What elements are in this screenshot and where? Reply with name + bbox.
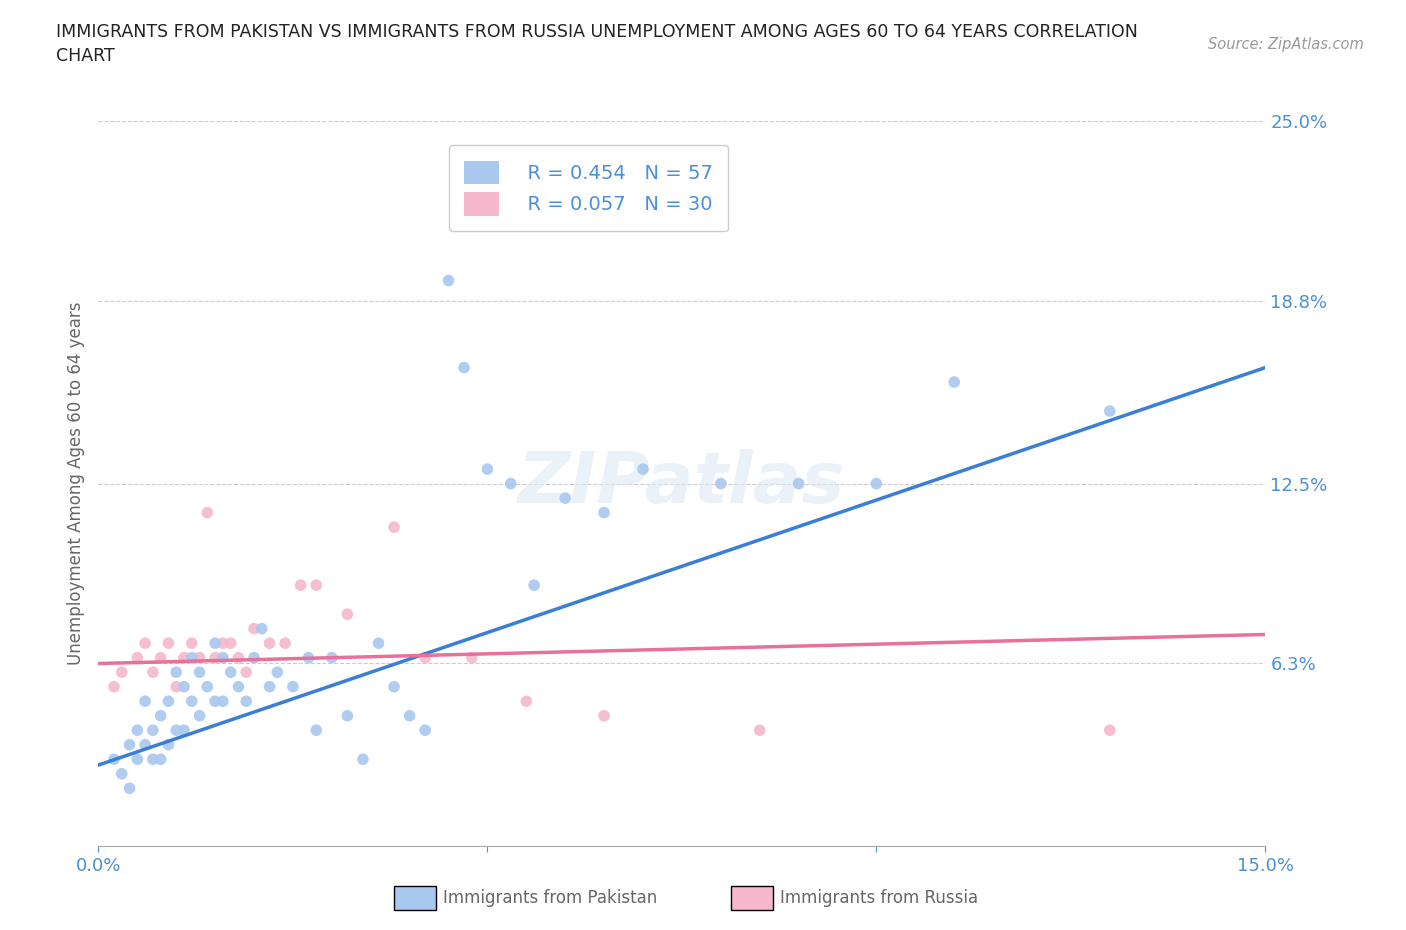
Point	[219, 665, 242, 680]
Point	[554, 491, 576, 506]
Point	[274, 636, 297, 651]
Text: ZIPatlas: ZIPatlas	[519, 449, 845, 518]
Point	[173, 679, 195, 694]
Point	[382, 679, 405, 694]
Point	[266, 665, 288, 680]
Point	[367, 636, 389, 651]
Point	[243, 650, 266, 665]
Point	[157, 737, 180, 752]
Point	[103, 679, 125, 694]
Point	[127, 723, 149, 737]
Point	[204, 636, 226, 651]
Point	[204, 650, 226, 665]
Point	[118, 781, 141, 796]
Point	[195, 505, 218, 520]
Point	[180, 650, 202, 665]
Point	[228, 650, 250, 665]
Point	[118, 737, 141, 752]
Point	[134, 636, 156, 651]
Y-axis label: Unemployment Among Ages 60 to 64 years: Unemployment Among Ages 60 to 64 years	[66, 302, 84, 665]
Point	[142, 723, 165, 737]
Point	[593, 505, 616, 520]
Point	[127, 751, 149, 766]
Point	[352, 751, 374, 766]
Point	[305, 723, 328, 737]
Point	[943, 375, 966, 390]
Point	[212, 636, 235, 651]
Point	[142, 665, 165, 680]
Point	[499, 476, 522, 491]
Point	[787, 476, 810, 491]
Point	[149, 751, 172, 766]
Text: Immigrants from Pakistan: Immigrants from Pakistan	[443, 889, 657, 908]
Point	[212, 650, 235, 665]
Point	[165, 679, 187, 694]
Point	[631, 461, 654, 476]
Point	[321, 650, 343, 665]
Point	[1098, 723, 1121, 737]
Point	[461, 650, 484, 665]
Point	[165, 665, 187, 680]
Point	[195, 679, 218, 694]
Point	[212, 694, 235, 709]
Point	[149, 709, 172, 724]
Point	[1098, 404, 1121, 418]
Point	[259, 636, 281, 651]
Point	[398, 709, 420, 724]
Point	[111, 665, 134, 680]
Point	[134, 737, 156, 752]
Point	[865, 476, 887, 491]
Point	[382, 520, 405, 535]
Text: Source: ZipAtlas.com: Source: ZipAtlas.com	[1208, 37, 1364, 52]
Point	[593, 709, 616, 724]
Point	[188, 665, 211, 680]
Point	[235, 694, 257, 709]
Point	[127, 650, 149, 665]
Point	[336, 709, 359, 724]
Point	[228, 679, 250, 694]
Point	[748, 723, 770, 737]
Point	[157, 636, 180, 651]
Point	[453, 360, 475, 375]
Point	[297, 650, 319, 665]
Point	[103, 751, 125, 766]
Point	[515, 694, 537, 709]
Point	[336, 606, 359, 621]
Point	[477, 461, 499, 476]
Point	[204, 694, 226, 709]
Point	[219, 636, 242, 651]
Point	[259, 679, 281, 694]
Point	[180, 636, 202, 651]
Point	[250, 621, 273, 636]
Legend:   R = 0.454   N = 57,   R = 0.057   N = 30: R = 0.454 N = 57, R = 0.057 N = 30	[449, 145, 728, 232]
Point	[173, 650, 195, 665]
Point	[305, 578, 328, 592]
Point	[235, 665, 257, 680]
Text: IMMIGRANTS FROM PAKISTAN VS IMMIGRANTS FROM RUSSIA UNEMPLOYMENT AMONG AGES 60 TO: IMMIGRANTS FROM PAKISTAN VS IMMIGRANTS F…	[56, 23, 1137, 65]
Point	[290, 578, 312, 592]
Point	[149, 650, 172, 665]
Text: Immigrants from Russia: Immigrants from Russia	[780, 889, 979, 908]
Point	[142, 751, 165, 766]
Point	[180, 694, 202, 709]
Point	[243, 621, 266, 636]
Point	[188, 650, 211, 665]
Point	[281, 679, 304, 694]
Point	[188, 709, 211, 724]
Point	[111, 766, 134, 781]
Point	[523, 578, 546, 592]
Point	[413, 650, 436, 665]
Point	[437, 273, 460, 288]
Point	[165, 723, 187, 737]
Point	[413, 723, 436, 737]
Point	[710, 476, 733, 491]
Point	[173, 723, 195, 737]
Point	[157, 694, 180, 709]
Point	[134, 694, 156, 709]
